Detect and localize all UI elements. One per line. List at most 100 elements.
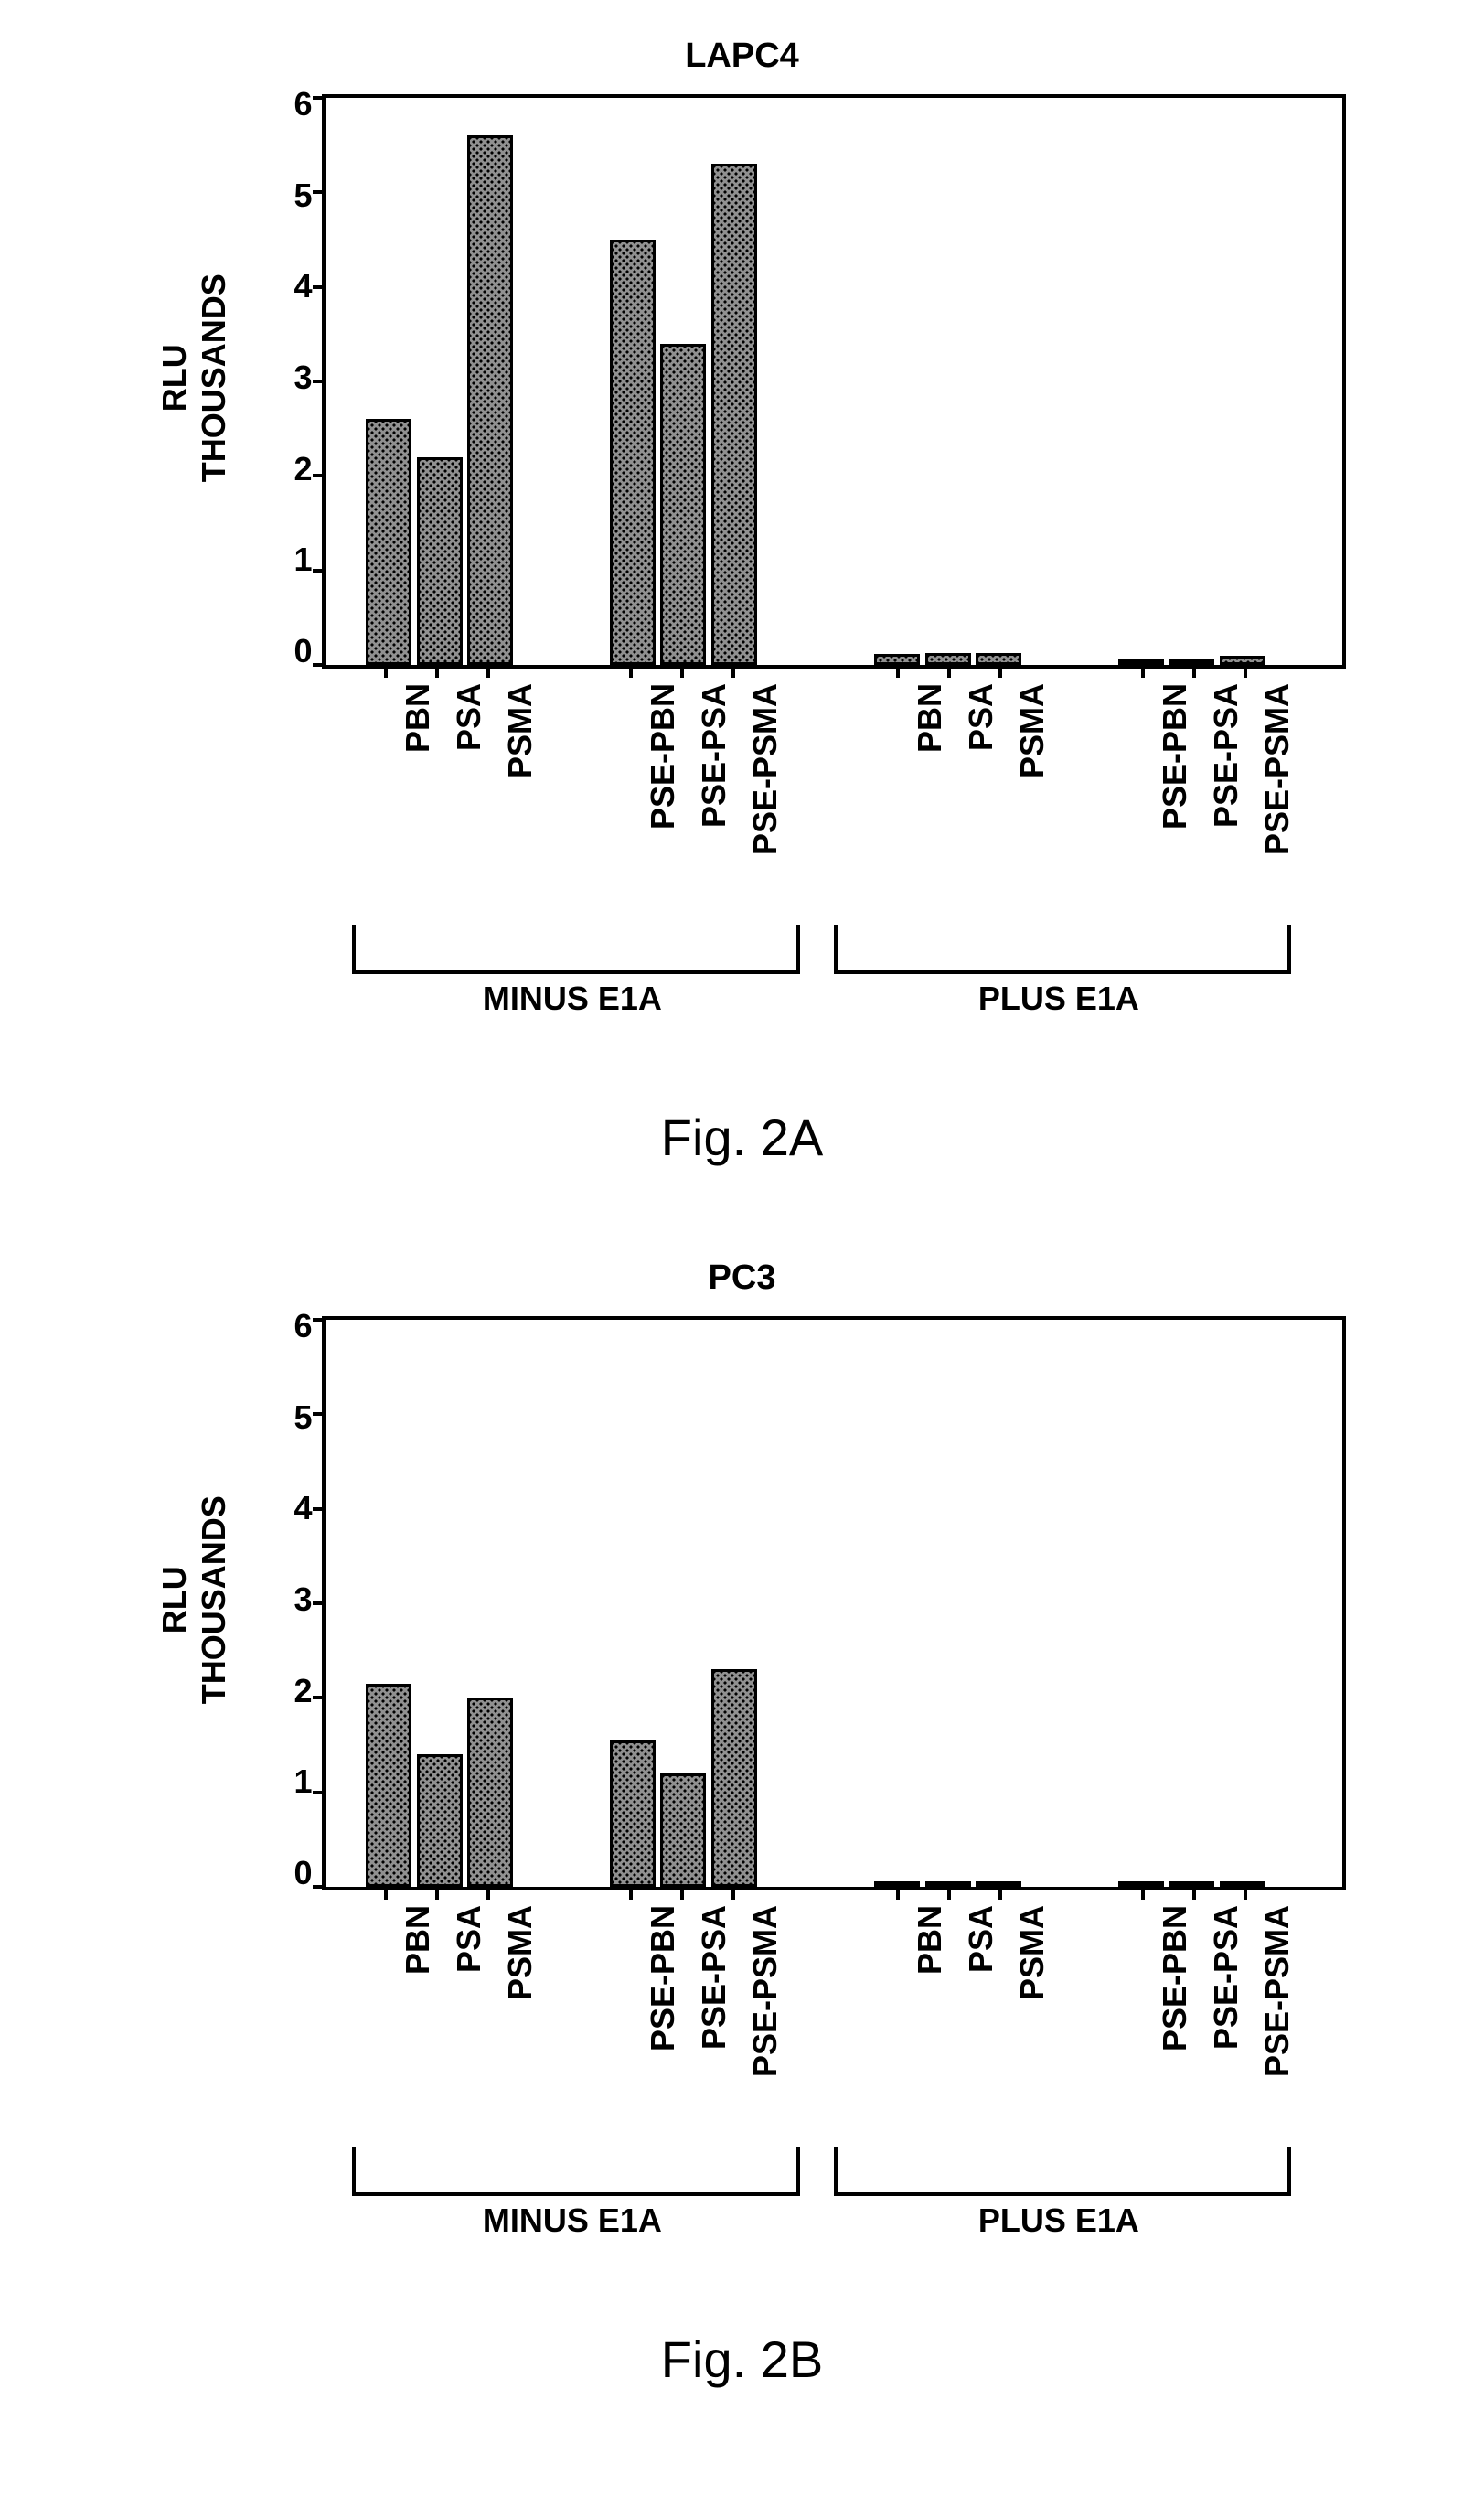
group-label: MINUS E1A <box>463 2201 682 2240</box>
x-tick-mark <box>947 1887 951 1900</box>
x-tick-label: PSE-PBN <box>1156 683 1194 830</box>
y-axis-labels: 6543210 <box>276 1307 313 1892</box>
y-axis-labels: 6 5 4 3 2 1 0 <box>276 85 313 670</box>
y-tick-label: 6 <box>276 85 313 123</box>
x-tick-mark <box>629 1887 633 1900</box>
chart-area <box>322 1316 1346 1890</box>
y-tick-mark <box>313 380 326 383</box>
x-tick-label: PBN <box>911 1905 949 1975</box>
bar <box>1220 656 1265 665</box>
x-axis-labels: PBNPSAPSMAPSE-PBNPSE-PSAPSE-PSMAPBNPSAPS… <box>322 678 1346 916</box>
bar <box>660 344 706 665</box>
y-tick-mark <box>313 285 326 289</box>
x-tick-label: PSE-PSMA <box>746 1905 785 2077</box>
group-label: PLUS E1A <box>949 980 1169 1018</box>
chart-area <box>322 94 1346 669</box>
x-tick-mark <box>486 665 490 678</box>
y-tick-label: 0 <box>276 1854 313 1892</box>
y-tick-label: 3 <box>276 359 313 397</box>
y-axis-title: RLUTHOUSANDS <box>154 1495 232 1704</box>
bar <box>1220 1881 1265 1887</box>
y-tick-label: 1 <box>276 541 313 579</box>
x-axis-labels: PBN PSA PSMA PSE-PBN PSE-PSA PSE-PSMA PBN PSA PS… <box>322 1900 1346 2137</box>
bar <box>610 240 656 665</box>
x-tick-label: PSE-PSA <box>695 683 733 828</box>
y-tick-label: 5 <box>276 177 313 215</box>
x-tick-mark <box>435 665 439 678</box>
x-tick-mark <box>1141 665 1145 678</box>
y-axis-title-line2: THOUSANDS <box>194 1495 233 1704</box>
x-tick-label: PSE-PSMA <box>1258 1905 1297 2077</box>
x-tick-mark <box>384 1887 388 1900</box>
x-tick-mark <box>680 1887 684 1900</box>
y-axis-title-line2: THOUSANDS <box>194 273 233 482</box>
x-tick-mark <box>947 665 951 678</box>
bar <box>467 135 513 665</box>
y-tick-mark <box>313 663 326 667</box>
bar <box>366 1684 411 1887</box>
y-tick-label: 1 <box>276 1762 313 1801</box>
bar <box>711 164 757 665</box>
x-tick-mark <box>629 665 633 678</box>
x-tick-mark <box>1244 1887 1247 1900</box>
y-tick-label: 5 <box>276 1398 313 1437</box>
x-tick-label: PBN <box>399 683 437 753</box>
x-tick-label: PSMA <box>1013 683 1052 778</box>
x-tick-label: PSE-PBN <box>1156 1905 1194 2051</box>
bar <box>874 654 920 665</box>
x-tick-label: PSA <box>962 683 1000 751</box>
x-tick-label: PSE-PSMA <box>1258 683 1297 855</box>
bar <box>417 1754 463 1887</box>
x-tick-label: PSE-PSA <box>695 1905 733 2050</box>
group-label: MINUS E1A <box>463 980 682 1018</box>
group-bracket <box>834 2147 1292 2196</box>
y-tick-mark <box>313 1885 326 1889</box>
group-label: PLUS E1A <box>949 2201 1169 2240</box>
x-tick-mark <box>896 665 900 678</box>
x-tick-label: PSA <box>962 1905 1000 1973</box>
plot-area <box>326 1320 1342 1887</box>
y-tick-mark <box>313 474 326 477</box>
x-tick-mark <box>1192 1887 1196 1900</box>
bar <box>711 1669 757 1887</box>
x-tick-mark <box>680 665 684 678</box>
y-tick-label: 4 <box>276 267 313 305</box>
figure: PC3RLUTHOUSANDS6543210PBNPSAPSMAPSE-PBNP… <box>102 1258 1383 2389</box>
y-tick-label: 2 <box>276 450 313 488</box>
x-tick-label: PSA <box>450 1905 488 1973</box>
group-bracket <box>352 2147 800 2196</box>
x-tick-mark <box>998 1887 1002 1900</box>
x-tick-label: PBN <box>399 1905 437 1975</box>
x-tick-label: PSMA <box>1013 1905 1052 2000</box>
x-tick-mark <box>384 665 388 678</box>
bar <box>925 653 971 665</box>
group-bracket <box>834 925 1292 974</box>
x-tick-label: PSE-PBN <box>644 683 682 830</box>
figure-caption: Fig. 2B <box>102 2330 1383 2389</box>
bar <box>366 419 411 665</box>
y-tick-label: 0 <box>276 632 313 670</box>
y-tick-mark <box>313 1696 326 1699</box>
bar <box>467 1698 513 1887</box>
y-tick-mark <box>313 1318 326 1322</box>
x-tick-mark <box>896 1887 900 1900</box>
chart-title: LAPC4 <box>102 37 1383 76</box>
y-tick-mark <box>313 569 326 573</box>
plot-area <box>326 98 1342 665</box>
figure-caption: Fig. 2A <box>102 1108 1383 1167</box>
y-tick-mark <box>313 190 326 194</box>
y-tick-label: 2 <box>276 1672 313 1710</box>
x-tick-mark <box>435 1887 439 1900</box>
x-tick-mark <box>1141 1887 1145 1900</box>
x-tick-mark <box>1192 665 1196 678</box>
x-tick-label: PBN <box>911 683 949 753</box>
x-tick-label: PSE-PSA <box>1207 683 1245 828</box>
x-tick-label: PSMA <box>501 1905 539 2000</box>
x-tick-mark <box>998 665 1002 678</box>
x-tick-label: PSE-PSA <box>1207 1905 1245 2050</box>
y-axis-title: RLUTHOUSANDS <box>154 273 232 482</box>
bar <box>660 1773 706 1887</box>
bar <box>417 457 463 665</box>
y-tick-mark <box>313 96 326 100</box>
group-brackets: MINUS E1APLUS E1A <box>322 925 1346 998</box>
